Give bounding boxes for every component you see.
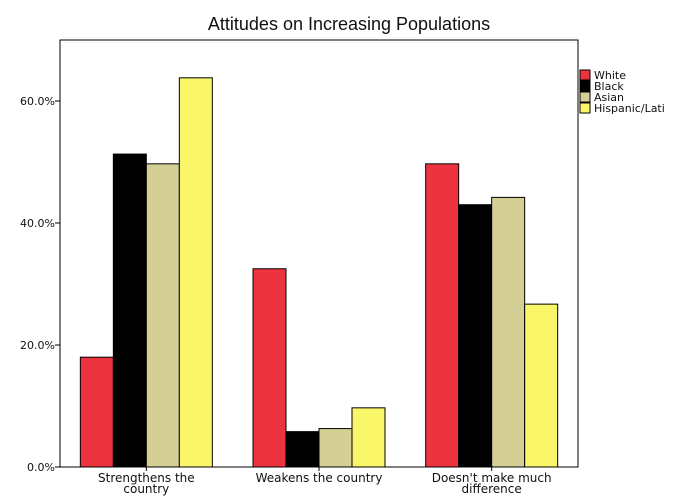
bar-white-2 [425,163,460,468]
bars [79,77,559,468]
x-category-label: Strengthens the country [98,471,195,496]
bar-asian-0 [145,163,180,468]
x-axis: Strengthens the country Weakens the countr… [98,467,552,496]
bar-asian-1 [318,428,353,468]
legend-item: Black [579,80,624,93]
y-axis: 0.0% 20.0% 40.0% 60.0% [20,95,60,474]
legend-label: White [594,69,626,82]
y-tick-label: 20.0% [20,339,55,352]
legend-swatch [579,91,591,103]
y-tick-label: 0.0% [27,461,55,474]
bar-black-1 [285,431,320,468]
bar-white-1 [252,268,287,468]
legend-item: Asian [579,91,624,104]
bar-asian-2 [491,196,526,468]
bar-black-0 [112,153,147,468]
x-category-label: Weakens the country [256,471,383,485]
legend-swatch [579,102,591,114]
bar-white-0 [79,356,114,468]
bar-black-2 [458,204,493,468]
legend-swatch [579,80,591,92]
bar-hispanic-lati-0 [178,77,213,468]
legend-item: White [579,69,626,82]
bar-hispanic-lati-2 [524,303,559,468]
chart-title: Attitudes on Increasing Populations [208,14,490,34]
legend-label: Black [594,80,624,93]
legend-label: Asian [594,91,624,104]
legend-label: Hispanic/Lati [594,102,665,115]
legend-item: Hispanic/Lati [579,102,665,115]
y-tick-label: 60.0% [20,95,55,108]
y-tick-label: 40.0% [20,217,55,230]
legend-swatch [579,69,591,81]
x-category-label: Doesn't make much difference [432,471,552,496]
bar-hispanic-lati-1 [351,407,386,468]
